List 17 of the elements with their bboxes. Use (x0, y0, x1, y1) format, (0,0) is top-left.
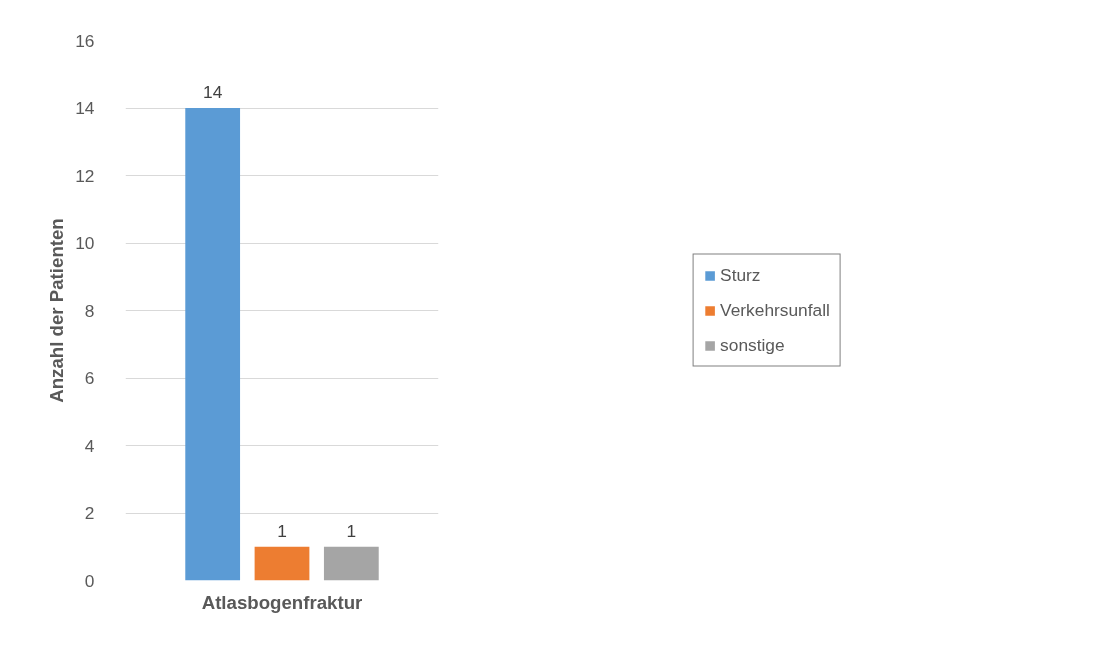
y-tick-label: 6 (84, 368, 95, 388)
legend-label: Sturz (720, 264, 761, 286)
y-tick-label: 0 (84, 570, 95, 591)
data-label: 1 (277, 520, 287, 541)
y-tick-label: 16 (75, 30, 95, 51)
data-label: 14 (203, 82, 223, 102)
legend-label: sonstige (720, 334, 785, 356)
y-tick-label: 8 (84, 300, 95, 321)
y-tick-label: 14 (75, 98, 95, 118)
y-tick-label: 2 (84, 503, 95, 523)
x-axis-title: Atlasbogenfraktur (201, 591, 363, 613)
y-tick-label: 4 (84, 435, 95, 456)
y-tick-label: 10 (75, 233, 95, 253)
data-label: 1 (346, 520, 357, 541)
legend-label: Verkehrsunfall (720, 299, 830, 321)
y-tick-label: 12 (75, 165, 95, 186)
y-axis-title: Anzahl der Patienten (46, 218, 68, 403)
